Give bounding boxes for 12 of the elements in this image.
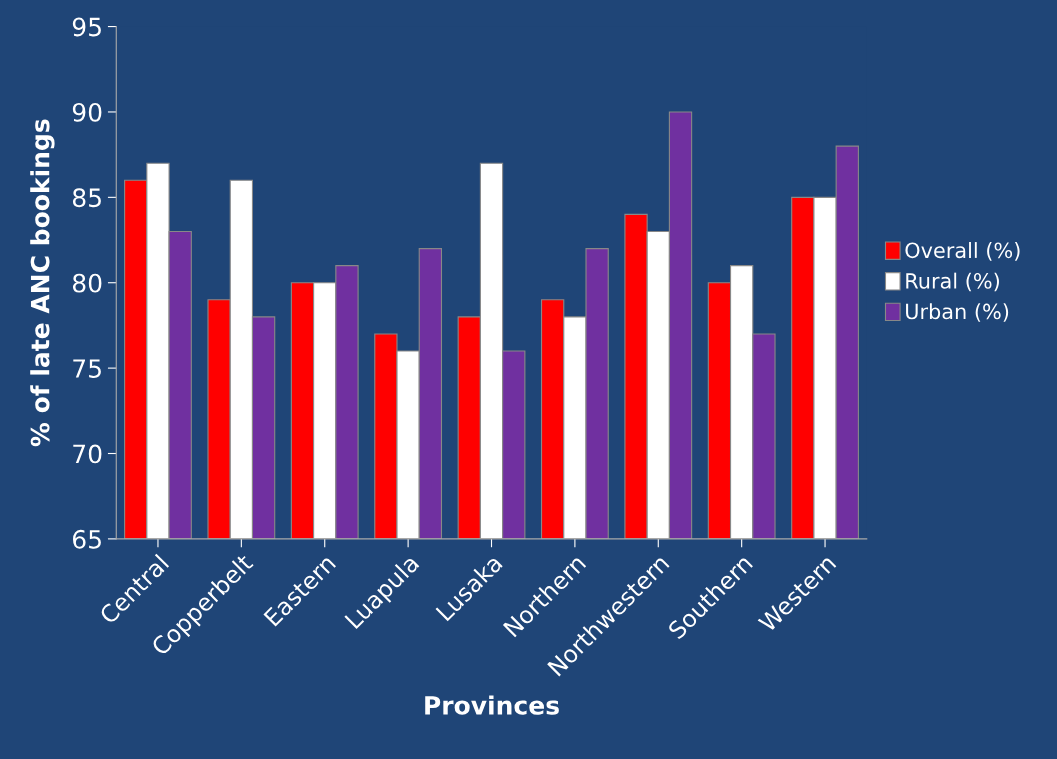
y-tick-label: 75 (73, 359, 101, 378)
y-tick-label: 70 (73, 444, 102, 464)
y-tick-label: 90 (72, 102, 102, 122)
legend-label: Urban (%) (906, 303, 1009, 322)
y-tick-label: 95 (72, 17, 101, 37)
legend-label: Overall (%) (905, 242, 1020, 261)
y-tick-label: 65 (73, 529, 101, 549)
x-axis-title: Provinces (425, 695, 559, 715)
y-tick-label: 85 (72, 188, 101, 208)
legend-label: Rural (%) (906, 272, 999, 292)
y-axis-title: % of late ANC bookings (30, 119, 55, 447)
y-tick-label: 80 (72, 273, 102, 293)
